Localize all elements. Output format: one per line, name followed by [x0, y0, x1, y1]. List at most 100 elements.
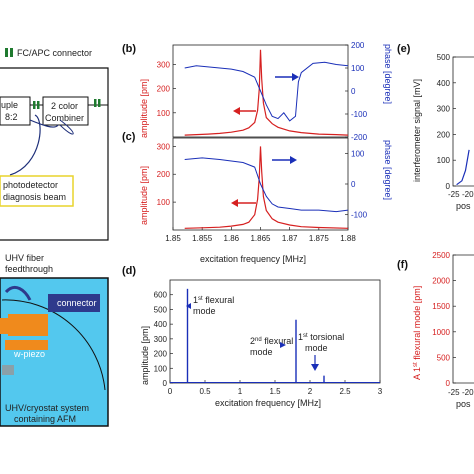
chart-d-annotation-1st-torsional-mode: mode	[305, 343, 328, 353]
optical-schematic: FC/APC connector uple 8:2 2 color Combin…	[0, 48, 109, 427]
chart-c-amplitude-line	[184, 146, 349, 229]
c-xtick-3: 1.865	[250, 234, 271, 243]
chart-d-arrow-2	[280, 342, 286, 348]
chart-c-xlabel: excitation frequency [MHz]	[200, 254, 306, 264]
b-ytick-right-0: 200	[351, 41, 365, 50]
d-xtick-6: 3	[378, 387, 383, 396]
d-xtick-3: 1.5	[269, 387, 281, 396]
chart-b-ylabel-left: amplitude [pm]	[139, 79, 149, 138]
e-ytick-4: 400	[437, 79, 451, 88]
c-xtick-5: 1.875	[309, 234, 330, 243]
sample-block	[2, 365, 14, 375]
photodetector-line-1: photodetector	[3, 180, 58, 190]
f-ytick-1: 500	[437, 353, 451, 362]
chart-b-phase-line	[184, 61, 349, 122]
system-line-2: containing AFM	[14, 414, 76, 424]
connector-label: connector	[57, 298, 97, 308]
photodetector-box	[0, 175, 74, 207]
c-ytick-left-1: 200	[157, 170, 171, 179]
c-ytick-left-2: 300	[157, 142, 171, 151]
wpiezo-box	[8, 314, 48, 336]
chart-c-arrow-right-head	[290, 156, 297, 164]
chart-d-ylabel: amplitude [pm]	[140, 326, 150, 385]
chart-d-annotation-1st-torsional: 1st torsional	[298, 332, 344, 342]
fiber-into-chamber	[4, 286, 32, 301]
f-ytick-0: 0	[446, 379, 451, 388]
c-ytick-right-0: 100	[351, 149, 365, 158]
d-ytick-4: 400	[154, 320, 168, 329]
c-xtick-2: 1.86	[224, 234, 240, 243]
panel-label-d: (d)	[122, 265, 136, 277]
panel-label-e: (e)	[397, 43, 411, 55]
c-ytick-left-0: 100	[157, 198, 171, 207]
feedthrough-line-2: feedthrough	[5, 264, 53, 274]
chart-b-arrow-right-head	[292, 73, 299, 81]
c-xtick-1: 1.855	[192, 234, 213, 243]
fiber-to-detector	[9, 114, 41, 176]
system-line-1: UHV/cryostat system	[5, 403, 89, 413]
chart-b-amplitude-line	[184, 49, 349, 136]
connector-legend-label: FC/APC connector	[17, 48, 92, 58]
chart-d-annotation-1st-flexural: 1st flexural	[193, 295, 234, 305]
wpiezo-box-2	[0, 318, 12, 334]
chart-f: (f) 0 500 1000 1500 2000 2500 -25 -20 pos A 1…	[397, 251, 474, 409]
b-ytick-left-1: 200	[157, 85, 171, 94]
d-xtick-1: 0.5	[199, 387, 211, 396]
c-ytick-right-1: 0	[351, 180, 356, 189]
d-ytick-6: 600	[154, 291, 168, 300]
f-ytick-3: 1500	[432, 302, 450, 311]
panel-label-c: (c)	[122, 131, 136, 143]
photodetector-line-2: diagnosis beam	[3, 192, 66, 202]
chart-e-xlabel: pos	[456, 201, 471, 211]
f-ytick-2: 1000	[432, 328, 450, 337]
coupler-box	[0, 96, 31, 126]
e-ytick-3: 300	[437, 105, 451, 114]
chart-d-annotation-1st-flexural-mode: mode	[193, 306, 216, 316]
chart-d-annotation-2nd-flexural-mode: mode	[250, 347, 273, 357]
d-xtick-5: 2.5	[339, 387, 351, 396]
c-xtick-0: 1.85	[165, 234, 181, 243]
chart-e-xtick-1: -20	[462, 190, 474, 199]
d-ytick-5: 500	[154, 305, 168, 314]
connector-box	[48, 294, 100, 312]
chart-e-frame	[452, 56, 474, 187]
combiner-line-2: Combiner	[45, 113, 84, 123]
chart-c: (c) 100 200 300 100 0 -100 1.85 1.855 1.86 1.86…	[122, 131, 393, 264]
combiner-line-1: 2 color	[51, 101, 78, 111]
chart-d-arrow-3-head	[311, 364, 319, 371]
d-ytick-3: 300	[154, 335, 168, 344]
chart-f-frame	[452, 254, 474, 384]
chart-c-ylabel-right: phase [degree]	[383, 140, 393, 200]
chart-f-xlabel: pos	[456, 399, 471, 409]
chart-e: (e) 0 100 200 300 400 500 -25 -20 pos interfe…	[397, 43, 474, 211]
chart-e-signal-line	[456, 149, 470, 186]
d-xtick-2: 1	[238, 387, 243, 396]
c-xtick-6: 1.88	[340, 234, 356, 243]
chart-f-ylabel: A 1st flexural mode [pm]	[412, 286, 422, 380]
chart-b-arrow-left-head	[233, 107, 240, 115]
fiber-loop	[59, 119, 74, 135]
fc-apc-connector-2b	[98, 99, 101, 107]
chart-d-arrow-1	[186, 303, 191, 309]
chart-d-annotation-2nd-flexural: 2nd flexural	[250, 336, 293, 346]
panel-label-b: (b)	[122, 43, 136, 55]
e-ytick-0: 0	[446, 182, 451, 191]
d-xtick-4: 2	[308, 387, 313, 396]
e-ytick-5: 500	[437, 53, 451, 62]
chart-d-xlabel: excitation frequency [MHz]	[215, 398, 321, 408]
f-ytick-5: 2500	[432, 251, 450, 260]
d-ytick-2: 200	[154, 350, 168, 359]
c-ytick-right-2: -100	[351, 211, 368, 220]
d-ytick-1: 100	[154, 364, 168, 373]
b-ytick-left-2: 300	[157, 60, 171, 69]
coupler-text-1: uple	[1, 100, 18, 110]
b-ytick-right-1: 100	[351, 64, 365, 73]
connector-legend-icon-b	[10, 48, 13, 57]
wpiezo-label: w-piezo	[13, 349, 45, 359]
c-xtick-4: 1.87	[282, 234, 298, 243]
b-ytick-left-0: 100	[157, 109, 171, 118]
chart-c-phase-line	[184, 157, 349, 213]
fc-apc-connector-1	[33, 101, 36, 109]
chart-f-xtick-0: -25	[448, 388, 460, 397]
